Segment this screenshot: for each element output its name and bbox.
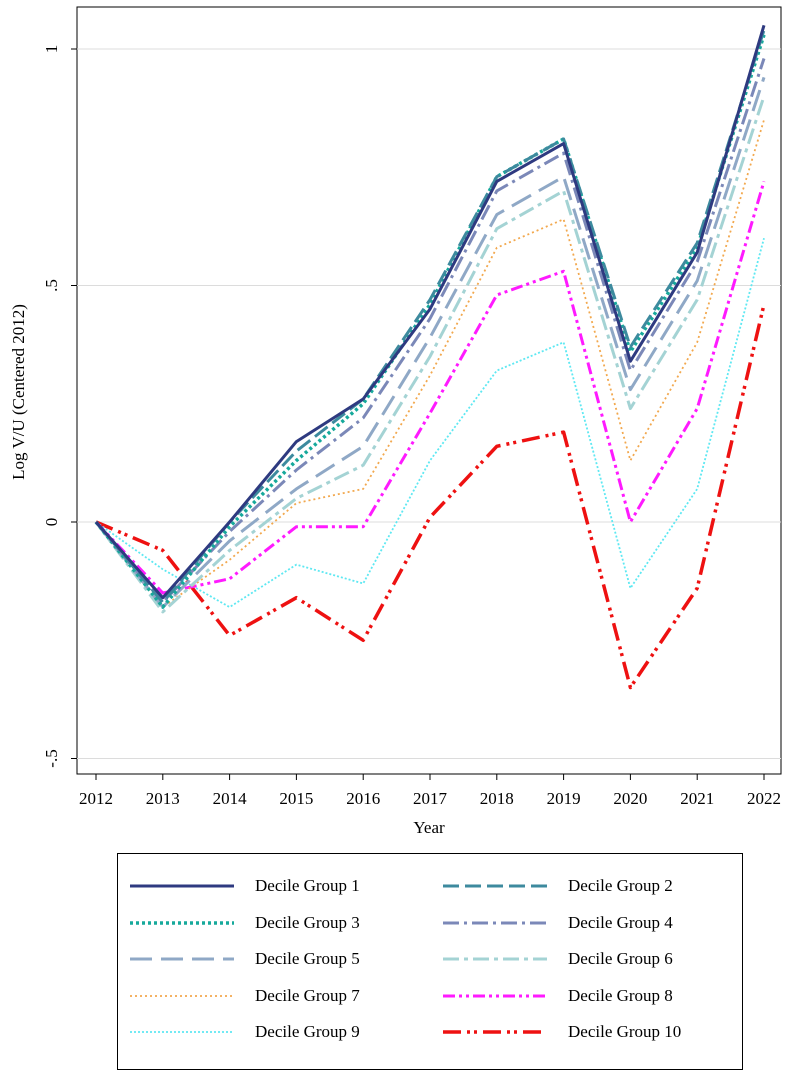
legend-swatch-decile-6 (443, 957, 547, 961)
series-line-decile-6 (94, 95, 766, 614)
legend-item-decile-1: Decile Group 1 (128, 868, 441, 905)
legend-item-decile-2: Decile Group 2 (441, 868, 734, 905)
legend-item-decile-7: Decile Group 7 (128, 978, 441, 1015)
legend-label-decile-10: Decile Group 10 (568, 1022, 682, 1042)
series-line-decile-5 (94, 76, 766, 609)
legend-swatch-decile-4 (443, 921, 547, 925)
legend: Decile Group 1 Decile Group 2 Decile Group… (117, 853, 743, 1070)
line-chart: -.5 0 .5 1 2012 2013 2014 2015 2016 2017 2018 2019 2… (9, 6, 782, 837)
legend-grid: Decile Group 1 Decile Group 2 Decile Group… (128, 868, 732, 1051)
x-tick-label-6: 2018 (480, 789, 514, 808)
x-axis-label: Year (413, 818, 445, 837)
plot-area (76, 6, 782, 775)
x-tick-label-9: 2021 (680, 789, 714, 808)
legend-swatch-decile-8 (443, 994, 547, 998)
y-tick-label-0: -.5 (42, 749, 61, 767)
legend-label-decile-8: Decile Group 8 (568, 985, 673, 1005)
legend-label-decile-7: Decile Group 7 (255, 985, 360, 1005)
legend-swatch-decile-7 (130, 994, 234, 997)
series-line-decile-8 (94, 180, 766, 595)
x-tick-label-8: 2020 (613, 789, 647, 808)
series-line-decile-2 (94, 29, 766, 604)
x-tick-label-5: 2017 (413, 789, 448, 808)
x-tick-label-1: 2013 (146, 789, 180, 808)
legend-item-decile-5: Decile Group 5 (128, 941, 441, 978)
legend-swatch-decile-10 (443, 1030, 547, 1034)
legend-swatch-decile-9 (130, 1031, 234, 1034)
legend-item-decile-8: Decile Group 8 (441, 978, 734, 1015)
legend-item-decile-10: Decile Group 10 (441, 1014, 734, 1051)
x-tick-label-10: 2022 (747, 789, 781, 808)
series-line-decile-10 (95, 303, 766, 690)
series-line-decile-1 (94, 24, 766, 600)
y-tick-label-1: 0 (42, 518, 61, 527)
legend-label-decile-9: Decile Group 9 (255, 1022, 360, 1042)
legend-swatch-decile-5 (130, 957, 234, 961)
y-tick-label-3: 1 (42, 45, 61, 54)
grid-lines (77, 48, 781, 759)
x-tick-label-7: 2019 (547, 789, 581, 808)
y-tick-label-2: .5 (42, 279, 61, 292)
legend-label-decile-1: Decile Group 1 (255, 876, 360, 896)
series-line-decile-4 (94, 58, 766, 604)
legend-label-decile-6: Decile Group 6 (568, 949, 673, 969)
legend-item-decile-6: Decile Group 6 (441, 941, 734, 978)
legend-label-decile-3: Decile Group 3 (255, 912, 360, 932)
legend-item-decile-9: Decile Group 9 (128, 1014, 441, 1051)
legend-item-decile-4: Decile Group 4 (441, 905, 734, 942)
y-axis-label: Log V/U (Centered 2012) (9, 304, 28, 480)
legend-swatch-decile-2 (443, 884, 547, 888)
axes: -.5 0 .5 1 2012 2013 2014 2015 2016 2017 2018 2019 2… (42, 45, 781, 808)
x-tick-label-3: 2015 (279, 789, 313, 808)
legend-swatch-decile-1 (130, 884, 234, 888)
legend-item-decile-3: Decile Group 3 (128, 905, 441, 942)
x-tick-label-0: 2012 (79, 789, 113, 808)
x-tick-label-2: 2014 (213, 789, 248, 808)
legend-swatch-decile-3 (130, 921, 234, 925)
legend-label-decile-5: Decile Group 5 (255, 949, 360, 969)
x-tick-label-4: 2016 (346, 789, 380, 808)
series-line-decile-9 (95, 237, 765, 608)
series-lines (94, 24, 766, 690)
legend-label-decile-2: Decile Group 2 (568, 876, 673, 896)
legend-label-decile-4: Decile Group 4 (568, 912, 673, 932)
